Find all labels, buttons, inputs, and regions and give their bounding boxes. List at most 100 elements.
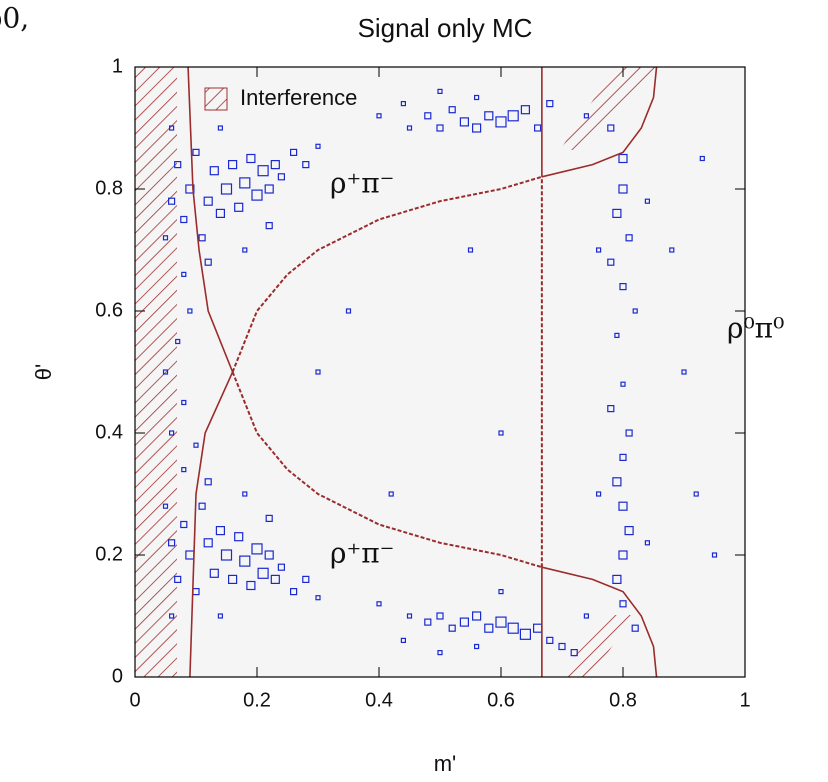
- histogram-box: [519, 628, 532, 640]
- histogram-box: [228, 574, 238, 585]
- histogram-box: [498, 588, 504, 595]
- y-tick-label: 0.6: [95, 299, 123, 321]
- histogram-box: [217, 613, 223, 619]
- histogram-box: [242, 491, 248, 497]
- histogram-box: [495, 116, 507, 128]
- histogram-box: [388, 491, 394, 497]
- histogram-box: [618, 153, 628, 164]
- histogram-box: [204, 258, 212, 266]
- histogram-box: [437, 649, 443, 656]
- histogram-box: [436, 612, 444, 620]
- histogram-box: [228, 160, 238, 170]
- histogram-box: [181, 399, 187, 406]
- histogram-box: [234, 202, 244, 212]
- histogram-box: [302, 161, 310, 169]
- histogram-box: [239, 177, 251, 189]
- histogram-box: [618, 501, 628, 511]
- histogram-box: [699, 155, 705, 162]
- hatch-region: [135, 67, 177, 677]
- histogram-box: [180, 520, 188, 529]
- histogram-box: [175, 338, 181, 345]
- histogram-box: [614, 332, 620, 338]
- histogram-box: [558, 642, 566, 651]
- histogram-box: [507, 622, 519, 634]
- histogram-box: [472, 611, 482, 621]
- histogram-box: [242, 247, 248, 253]
- histogram-box: [174, 575, 182, 584]
- chart-title: Signal only MC: [358, 13, 533, 43]
- histogram-box: [169, 430, 175, 436]
- histogram-box: [162, 369, 169, 375]
- histogram-box: [203, 538, 213, 548]
- y-axis-label: θ': [31, 364, 56, 380]
- histogram-box: [251, 189, 263, 201]
- boundary-curve: [231, 175, 543, 373]
- histogram-box: [507, 110, 519, 122]
- histogram-box: [459, 617, 469, 627]
- histogram-box: [169, 125, 175, 131]
- histogram-box: [257, 165, 269, 177]
- histogram-box: [681, 369, 687, 375]
- legend-swatch: [204, 87, 228, 111]
- histogram-box: [484, 111, 494, 121]
- histogram-box: [265, 222, 273, 230]
- histogram-box: [315, 143, 321, 149]
- histogram-box: [472, 123, 482, 133]
- x-tick-label: 0: [129, 689, 140, 711]
- histogram-box: [215, 525, 225, 536]
- histogram-box: [612, 208, 622, 218]
- y-tick-label: 1: [112, 55, 123, 77]
- histogram-box: [181, 467, 187, 473]
- histogram-box: [424, 618, 432, 626]
- histogram-box: [448, 106, 456, 114]
- histogram-box: [607, 405, 615, 413]
- histogram-box: [459, 117, 469, 127]
- annotation: ρ⁰π⁰: [727, 312, 784, 345]
- histogram-box: [217, 125, 223, 131]
- histogram-box: [246, 580, 256, 591]
- histogram-box: [315, 595, 321, 601]
- histogram-box: [277, 563, 285, 571]
- x-tick-label: 0.8: [609, 689, 637, 711]
- histogram-box: [631, 624, 639, 632]
- histogram-box: [484, 623, 494, 633]
- histogram-box: [533, 124, 542, 132]
- histogram-box: [618, 550, 628, 560]
- histogram-box: [345, 308, 352, 314]
- histogram-box: [168, 197, 176, 205]
- x-tick-label: 0.6: [487, 689, 515, 711]
- histogram-box: [187, 308, 193, 314]
- histogram-box: [251, 543, 263, 555]
- interference-regions: [135, 67, 660, 677]
- histogram-box: [546, 636, 554, 645]
- histogram-box: [619, 600, 627, 608]
- histogram-box: [234, 532, 244, 542]
- histogram-box: [612, 574, 622, 585]
- histogram-box: [264, 550, 274, 560]
- histogram-box: [632, 308, 638, 314]
- histogram-box: [693, 491, 699, 497]
- histogram-box: [498, 430, 504, 436]
- histogram-box: [180, 215, 188, 224]
- histogram-box: [583, 613, 590, 619]
- histogram-box: [644, 198, 651, 204]
- boundary-curve: [541, 566, 658, 678]
- histogram-box: [400, 100, 406, 107]
- histogram-box: [302, 575, 310, 584]
- y-tick-label: 0.8: [95, 177, 123, 199]
- boundary-curve: [541, 66, 658, 178]
- plot-frame: [134, 66, 746, 678]
- histogram-box: [239, 555, 251, 567]
- histogram-box: [625, 429, 633, 437]
- histogram-box: [376, 601, 382, 607]
- histogram-box: [612, 477, 622, 487]
- histogram-box: [583, 113, 590, 119]
- x-tick-label: 1: [739, 689, 750, 711]
- x-tick-label: 0.4: [365, 689, 393, 711]
- histogram-box: [376, 113, 382, 119]
- histogram-box: [193, 442, 199, 448]
- histogram-box: [620, 381, 626, 387]
- hatch-region: [560, 67, 660, 150]
